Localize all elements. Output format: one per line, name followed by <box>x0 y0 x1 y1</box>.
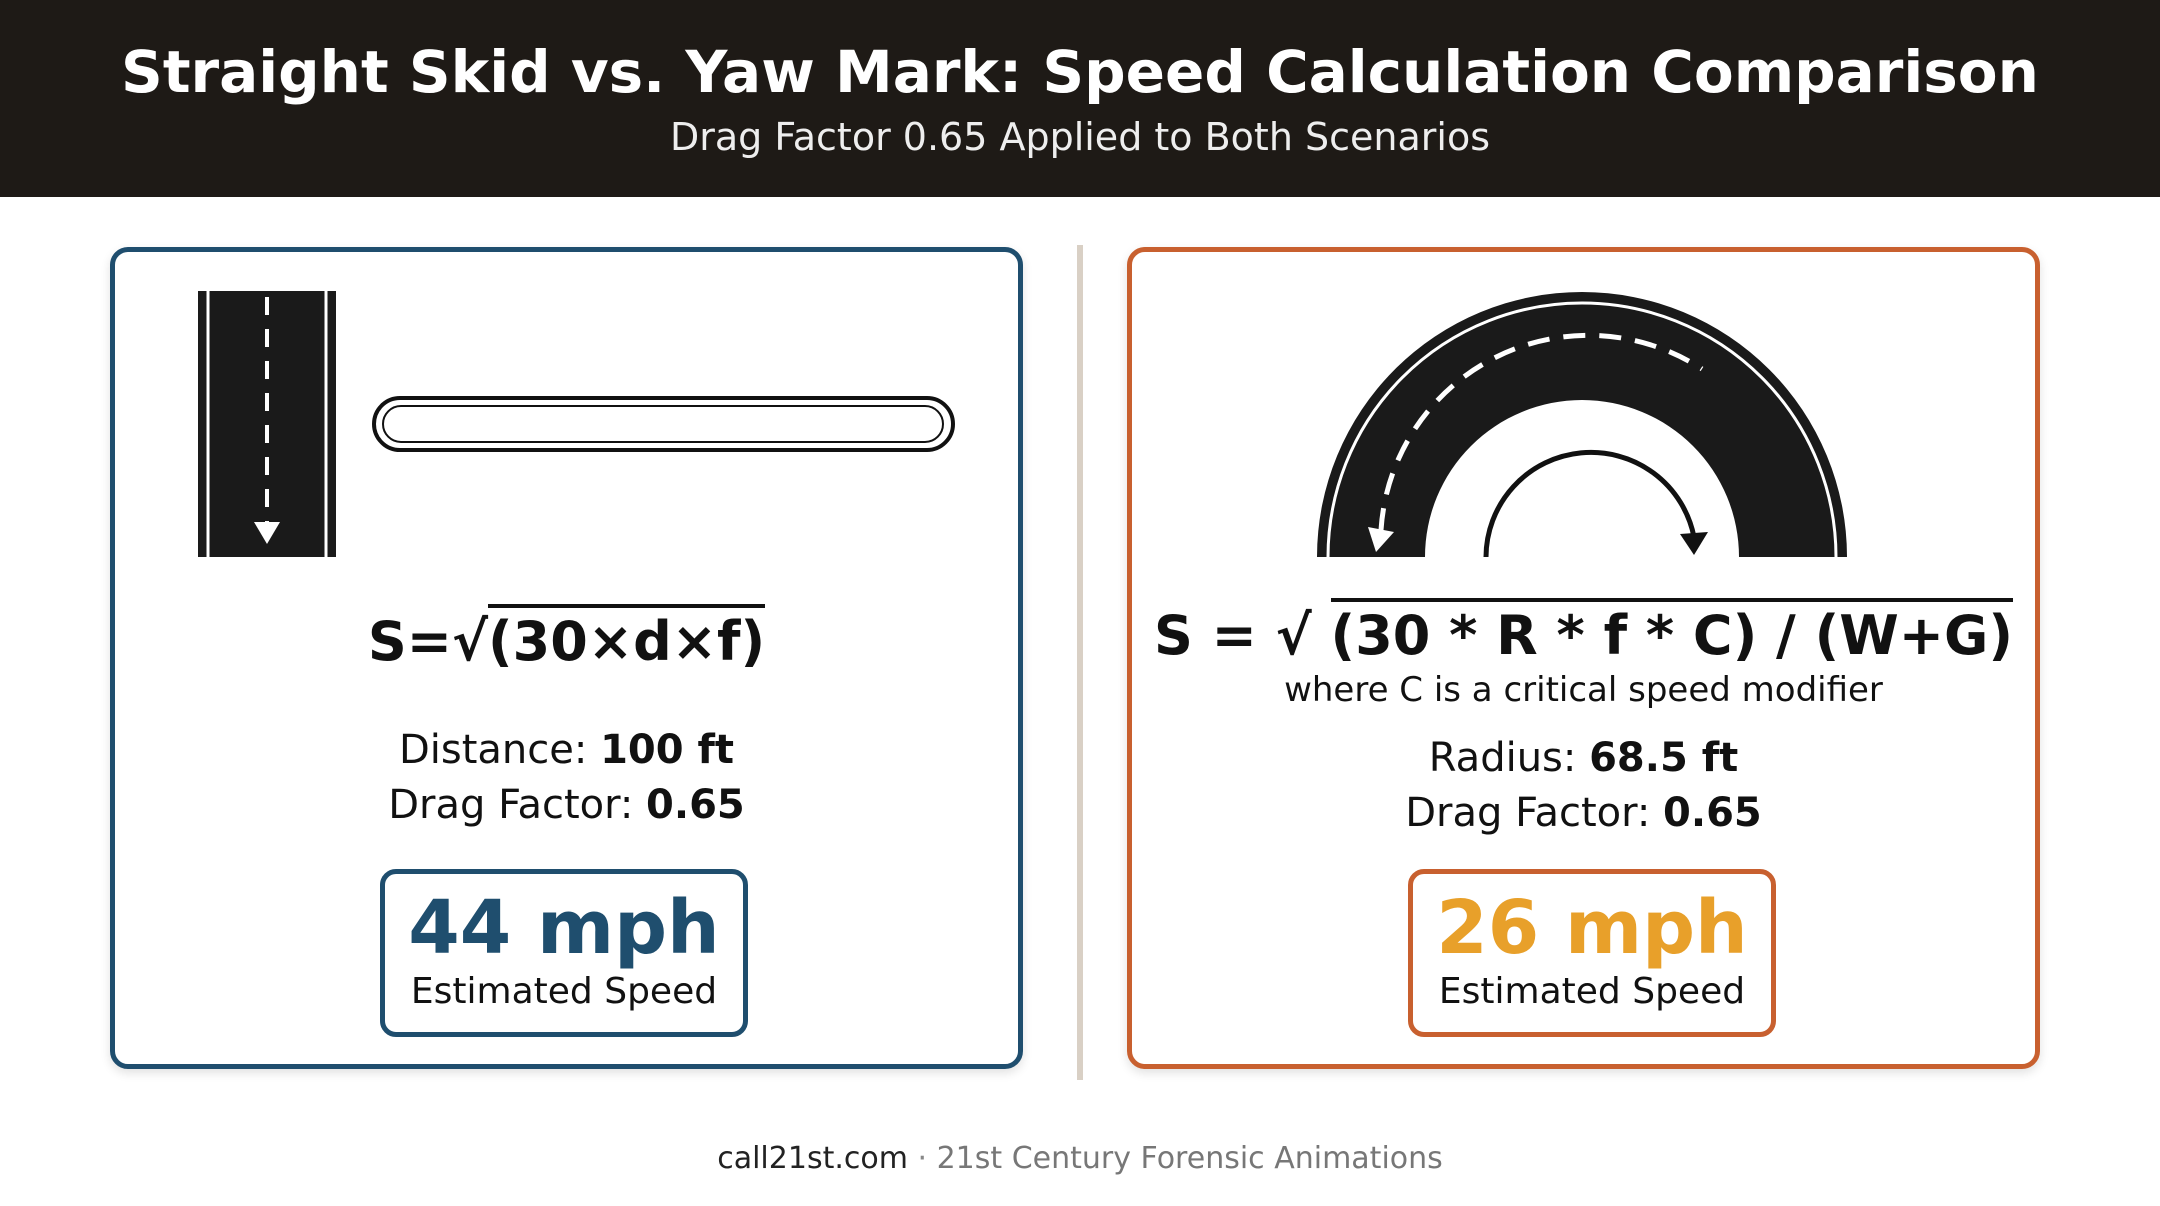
result-box: 44 mph Estimated Speed <box>380 869 748 1037</box>
param: Radius: 68.5 ft <box>1132 735 2035 781</box>
text: (30×d×f) <box>488 604 766 673</box>
text: 100 ft <box>600 727 735 773</box>
text: 68.5 ft <box>1589 735 1739 781</box>
text: (30 * R * f * C) / (W+G) <box>1330 598 2014 667</box>
formula: S = √ (30 * R * f * C) / (W+G) <box>1132 598 2035 667</box>
text: Distance: <box>398 727 588 773</box>
title: Straight Skid vs. Yaw Mark: Speed Calcul… <box>121 38 2039 106</box>
formula: S=√(30×d×f) <box>115 604 1018 673</box>
text: S=√ <box>367 610 488 673</box>
result-value: 26 mph <box>1436 885 1748 971</box>
yaw-illustration <box>1317 292 1847 558</box>
text: 0.65 <box>646 782 745 828</box>
text: Drag Factor: <box>1405 790 1651 836</box>
yaw-panel: S = √ (30 * R * f * C) / (W+G) where C i… <box>1127 247 2040 1069</box>
param: Distance: 100 ft <box>115 727 1018 773</box>
skid-panel: S=√(30×d×f) Distance: 100 ft Drag Factor… <box>110 247 1023 1069</box>
skid-illustration <box>198 291 955 557</box>
footer-separator: · <box>917 1141 928 1176</box>
result-value: 44 mph <box>408 885 720 971</box>
note: where C is a critical speed modifier <box>1284 670 1883 710</box>
text: Drag Factor: <box>388 782 634 828</box>
text: 0.65 <box>1663 790 1762 836</box>
footer-company: 21st Century Forensic Animations <box>936 1141 1443 1176</box>
text: Radius: <box>1428 735 1577 781</box>
header: Straight Skid vs. Yaw Mark: Speed Calcul… <box>0 0 2160 197</box>
param: Drag Factor: 0.65 <box>115 782 1018 828</box>
footer-site: call21st.com <box>717 1141 908 1176</box>
param: Drag Factor: 0.65 <box>1132 790 2035 836</box>
result-label: Estimated Speed <box>1438 971 1746 1012</box>
subtitle: Drag Factor 0.65 Applied to Both Scenari… <box>670 115 1490 159</box>
result-label: Estimated Speed <box>410 971 718 1012</box>
footer: call21st.com · 21st Century Forensic Ani… <box>0 1141 2160 1176</box>
divider <box>1077 245 1083 1080</box>
result-box: 26 mph Estimated Speed <box>1408 869 1776 1037</box>
text: S = √ <box>1153 604 1312 667</box>
